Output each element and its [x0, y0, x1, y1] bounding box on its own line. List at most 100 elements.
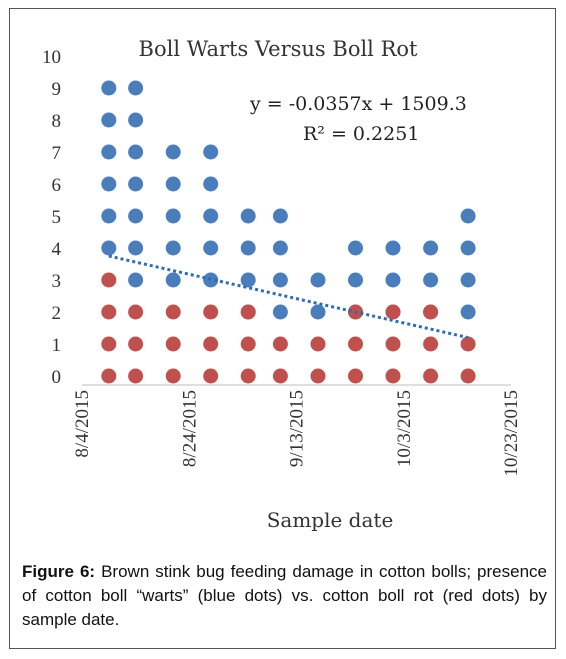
- rot-point: [385, 368, 401, 384]
- y-tick-label: 10: [42, 47, 61, 68]
- rot-point: [240, 368, 256, 384]
- wart-point: [128, 176, 144, 192]
- y-tick-label: 7: [52, 143, 62, 164]
- rot-point: [460, 336, 476, 352]
- y-axis-ticks: 0 1 2 3 4 5 6 7 8 9 10: [42, 47, 62, 388]
- wart-point: [165, 144, 181, 160]
- wart-point: [423, 240, 439, 256]
- figure-caption: Figure 6: Brown stink bug feeding damage…: [22, 560, 547, 632]
- wart-point: [101, 80, 117, 96]
- x-tick-label: 8/24/2015: [179, 390, 200, 467]
- rot-point: [101, 368, 117, 384]
- rot-point: [385, 336, 401, 352]
- wart-point: [101, 144, 117, 160]
- y-tick-label: 4: [52, 239, 62, 260]
- wart-point: [101, 112, 117, 128]
- caption-label: Figure 6:: [22, 562, 96, 581]
- rot-point: [165, 336, 181, 352]
- wart-point: [203, 176, 219, 192]
- rot-point: [385, 304, 401, 320]
- y-tick-label: 1: [52, 335, 62, 356]
- rot-point: [423, 368, 439, 384]
- rot-point: [203, 304, 219, 320]
- x-tick-label: 10/3/2015: [394, 390, 415, 467]
- y-tick-label: 8: [52, 111, 62, 132]
- wart-point: [460, 240, 476, 256]
- wart-point: [272, 304, 288, 320]
- rot-point: [348, 336, 363, 352]
- wart-point: [310, 304, 326, 320]
- wart-point: [203, 208, 219, 224]
- wart-point: [272, 208, 288, 224]
- wart-point: [165, 176, 181, 192]
- y-tick-label: 3: [52, 271, 62, 292]
- wart-point: [272, 272, 288, 288]
- rot-point: [240, 336, 256, 352]
- wart-point: [460, 304, 476, 320]
- trendline: [108, 254, 469, 340]
- rot-point: [203, 368, 219, 384]
- wart-point: [165, 240, 181, 256]
- y-tick-label: 6: [52, 175, 62, 196]
- rot-point: [460, 368, 476, 384]
- wart-point: [101, 176, 117, 192]
- data-points: [101, 80, 476, 384]
- rot-point: [101, 336, 117, 352]
- wart-point: [128, 112, 144, 128]
- wart-point: [101, 240, 117, 256]
- wart-point: [165, 208, 181, 224]
- rot-point: [128, 336, 144, 352]
- rot-point: [272, 368, 288, 384]
- wart-point: [128, 272, 144, 288]
- wart-point: [203, 144, 219, 160]
- y-tick-label: 2: [52, 303, 62, 324]
- wart-point: [348, 272, 363, 288]
- wart-point: [348, 240, 363, 256]
- chart-title: Boll Warts Versus Boll Rot: [139, 37, 418, 61]
- wart-point: [101, 208, 117, 224]
- x-tick-label: 10/23/2015: [501, 390, 522, 477]
- rot-point: [128, 368, 144, 384]
- rot-point: [101, 272, 117, 288]
- rot-point: [310, 336, 326, 352]
- wart-point: [165, 272, 181, 288]
- wart-point: [203, 240, 219, 256]
- wart-point: [128, 80, 144, 96]
- chart: Boll Warts Versus Boll Rot y = -0.0357x …: [42, 37, 522, 532]
- wart-point: [240, 208, 256, 224]
- rot-point: [203, 336, 219, 352]
- x-axis-title: Sample date: [267, 508, 394, 532]
- rot-point: [128, 304, 144, 320]
- y-tick-label: 5: [52, 207, 62, 228]
- rot-point: [423, 336, 439, 352]
- wart-point: [423, 272, 439, 288]
- x-axis-ticks: 8/4/2015 8/24/2015 9/13/2015 10/3/2015 10/23…: [72, 390, 522, 477]
- wart-point: [310, 272, 326, 288]
- wart-point: [128, 208, 144, 224]
- wart-point: [460, 208, 476, 224]
- rot-point: [165, 368, 181, 384]
- wart-point: [385, 272, 401, 288]
- wart-point: [128, 144, 144, 160]
- y-tick-label: 9: [52, 79, 62, 100]
- figure-frame: [9, 8, 556, 649]
- x-tick-label: 8/4/2015: [72, 390, 93, 458]
- wart-point: [240, 272, 256, 288]
- wart-point: [460, 272, 476, 288]
- rot-point: [165, 304, 181, 320]
- y-tick-label: 0: [52, 367, 62, 388]
- trendline-equation: y = -0.0357x + 1509.3: [249, 93, 467, 115]
- wart-point: [272, 240, 288, 256]
- rot-point: [423, 304, 439, 320]
- rot-point: [310, 368, 326, 384]
- caption-text: Brown stink bug feeding damage in cotton…: [22, 562, 547, 629]
- rot-point: [240, 304, 256, 320]
- wart-point: [385, 240, 401, 256]
- trendline-r2: R² = 0.2251: [303, 123, 419, 145]
- wart-point: [240, 240, 256, 256]
- x-tick-label: 9/13/2015: [287, 390, 308, 467]
- rot-point: [348, 368, 363, 384]
- rot-point: [101, 304, 117, 320]
- rot-point: [272, 336, 288, 352]
- wart-point: [128, 240, 144, 256]
